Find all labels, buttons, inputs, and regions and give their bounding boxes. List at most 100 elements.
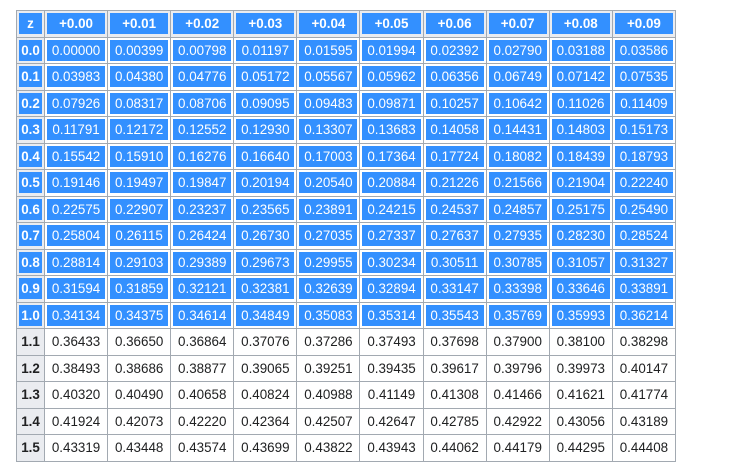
table-cell: 0.12552 bbox=[170, 116, 235, 144]
table-cell: 0.37493 bbox=[359, 328, 424, 356]
row-label-text: 1.2 bbox=[21, 360, 40, 376]
table-cell-text: 0.44179 bbox=[493, 440, 542, 456]
table-cell: 0.25490 bbox=[611, 195, 677, 223]
header-cell-text: +0.06 bbox=[425, 13, 484, 35]
table-cell-text: 0.28524 bbox=[614, 225, 673, 247]
table-cell: 0.23565 bbox=[233, 195, 298, 223]
row-label: 0.3 bbox=[16, 116, 45, 144]
table-cell-text: 0.35543 bbox=[425, 304, 484, 326]
row-label: 0.2 bbox=[16, 89, 45, 117]
table-row: 1.5 0.43319 0.43448 0.43574 0.43699 0.43822 0.… bbox=[16, 434, 677, 462]
row-label: 0.1 bbox=[16, 63, 45, 91]
table-row: 0.5 0.19146 0.19497 0.19847 0.20194 0.20540 0.… bbox=[16, 169, 677, 197]
header-cell-text: +0.07 bbox=[488, 13, 547, 35]
table-cell: 0.38493 bbox=[43, 354, 109, 382]
table-cell-text: 0.20194 bbox=[236, 172, 295, 194]
table-cell-text: 0.19847 bbox=[173, 172, 232, 194]
row-label-text: 0.2 bbox=[19, 92, 42, 114]
table-cell: 0.43189 bbox=[611, 407, 677, 435]
table-cell: 0.27035 bbox=[296, 222, 361, 250]
table-cell: 0.42785 bbox=[422, 407, 487, 435]
table-cell: 0.43699 bbox=[233, 434, 298, 462]
table-row: 0.3 0.11791 0.12172 0.12552 0.12930 0.13307 0.… bbox=[16, 116, 677, 144]
table-cell: 0.41308 bbox=[422, 381, 487, 409]
row-label: 0.0 bbox=[16, 36, 45, 64]
table-cell: 0.40147 bbox=[611, 354, 677, 382]
table-cell: 0.41924 bbox=[43, 407, 109, 435]
table-row: 0.9 0.31594 0.31859 0.32121 0.32381 0.32639 0.… bbox=[16, 275, 677, 303]
table-cell: 0.23237 bbox=[170, 195, 235, 223]
table-cell-text: 0.12552 bbox=[173, 119, 232, 141]
table-cell-text: 0.37900 bbox=[493, 334, 542, 350]
table-cell-text: 0.17724 bbox=[425, 145, 484, 167]
table-cell-text: 0.43319 bbox=[51, 440, 101, 456]
table-cell: 0.29389 bbox=[170, 248, 235, 276]
table-cell-text: 0.21566 bbox=[488, 172, 547, 194]
table-cell: 0.44295 bbox=[548, 434, 613, 462]
table-cell: 0.09871 bbox=[359, 89, 424, 117]
table-cell-text: 0.28814 bbox=[47, 251, 106, 273]
table-cell: 0.27637 bbox=[422, 222, 487, 250]
table-cell: 0.42073 bbox=[107, 407, 172, 435]
table-cell-text: 0.13307 bbox=[299, 119, 358, 141]
table-cell: 0.26115 bbox=[107, 222, 172, 250]
table-cell: 0.34614 bbox=[170, 301, 235, 329]
table-cell: 0.32894 bbox=[359, 275, 424, 303]
table-cell-text: 0.38100 bbox=[556, 334, 605, 350]
table-row: 1.4 0.41924 0.42073 0.42220 0.42364 0.42507 0.… bbox=[16, 407, 677, 435]
row-label: 1.3 bbox=[16, 381, 45, 409]
table-row: 0.8 0.28814 0.29103 0.29389 0.29673 0.29955 0.… bbox=[16, 248, 677, 276]
table-cell-text: 0.03586 bbox=[614, 39, 673, 61]
table-cell-text: 0.10257 bbox=[425, 92, 484, 114]
table-cell: 0.43943 bbox=[359, 434, 424, 462]
table-row: 1.1 0.36433 0.36650 0.36864 0.37076 0.37286 0.… bbox=[16, 328, 677, 356]
row-label-text: 1.4 bbox=[21, 413, 40, 429]
table-cell-text: 0.09483 bbox=[299, 92, 358, 114]
table-cell-text: 0.16640 bbox=[236, 145, 295, 167]
table-cell-text: 0.40320 bbox=[51, 387, 101, 403]
table-cell: 0.12930 bbox=[233, 116, 298, 144]
table-cell: 0.35769 bbox=[485, 301, 550, 329]
table-cell-text: 0.19497 bbox=[110, 172, 169, 194]
table-cell-text: 0.39251 bbox=[304, 360, 353, 376]
table-cell: 0.11791 bbox=[43, 116, 109, 144]
table-cell: 0.42647 bbox=[359, 407, 424, 435]
table-cell-text: 0.18439 bbox=[551, 145, 610, 167]
table-cell: 0.01197 bbox=[233, 36, 298, 64]
row-label-text: 0.8 bbox=[19, 251, 42, 273]
header-cell: +0.09 bbox=[611, 10, 677, 38]
row-label-text: 0.1 bbox=[19, 66, 42, 88]
table-cell: 0.36214 bbox=[611, 301, 677, 329]
table-cell: 0.25804 bbox=[43, 222, 109, 250]
table-cell-text: 0.21226 bbox=[425, 172, 484, 194]
table-cell-text: 0.43943 bbox=[367, 440, 416, 456]
table-cell-text: 0.40147 bbox=[619, 360, 669, 376]
table-cell-text: 0.33147 bbox=[425, 278, 484, 300]
table-cell: 0.32639 bbox=[296, 275, 361, 303]
table-cell: 0.18082 bbox=[485, 142, 550, 170]
table-cell: 0.44062 bbox=[422, 434, 487, 462]
table-cell: 0.05172 bbox=[233, 63, 298, 91]
table-cell-text: 0.29389 bbox=[173, 251, 232, 273]
table-cell-text: 0.26115 bbox=[110, 225, 169, 247]
table-cell-text: 0.03188 bbox=[551, 39, 610, 61]
table-cell-text: 0.02392 bbox=[425, 39, 484, 61]
table-cell: 0.21226 bbox=[422, 169, 487, 197]
table-row: 1.3 0.40320 0.40490 0.40658 0.40824 0.40988 0.… bbox=[16, 381, 677, 409]
table-row: 1.0 0.34134 0.34375 0.34614 0.34849 0.35083 0.… bbox=[16, 301, 677, 329]
table-cell: 0.14058 bbox=[422, 116, 487, 144]
table-cell-text: 0.23237 bbox=[173, 198, 232, 220]
table-cell: 0.37286 bbox=[296, 328, 361, 356]
table-cell-text: 0.04380 bbox=[110, 66, 169, 88]
table-cell-text: 0.12930 bbox=[236, 119, 295, 141]
table-cell-text: 0.43822 bbox=[304, 440, 353, 456]
table-cell: 0.25175 bbox=[548, 195, 613, 223]
table-cell: 0.14431 bbox=[485, 116, 550, 144]
table-cell: 0.35314 bbox=[359, 301, 424, 329]
table-cell-text: 0.42073 bbox=[114, 413, 164, 429]
table-cell: 0.15173 bbox=[611, 116, 677, 144]
table-cell: 0.41621 bbox=[548, 381, 613, 409]
table-cell: 0.13683 bbox=[359, 116, 424, 144]
table-cell-text: 0.05962 bbox=[362, 66, 421, 88]
table-cell: 0.21904 bbox=[548, 169, 613, 197]
